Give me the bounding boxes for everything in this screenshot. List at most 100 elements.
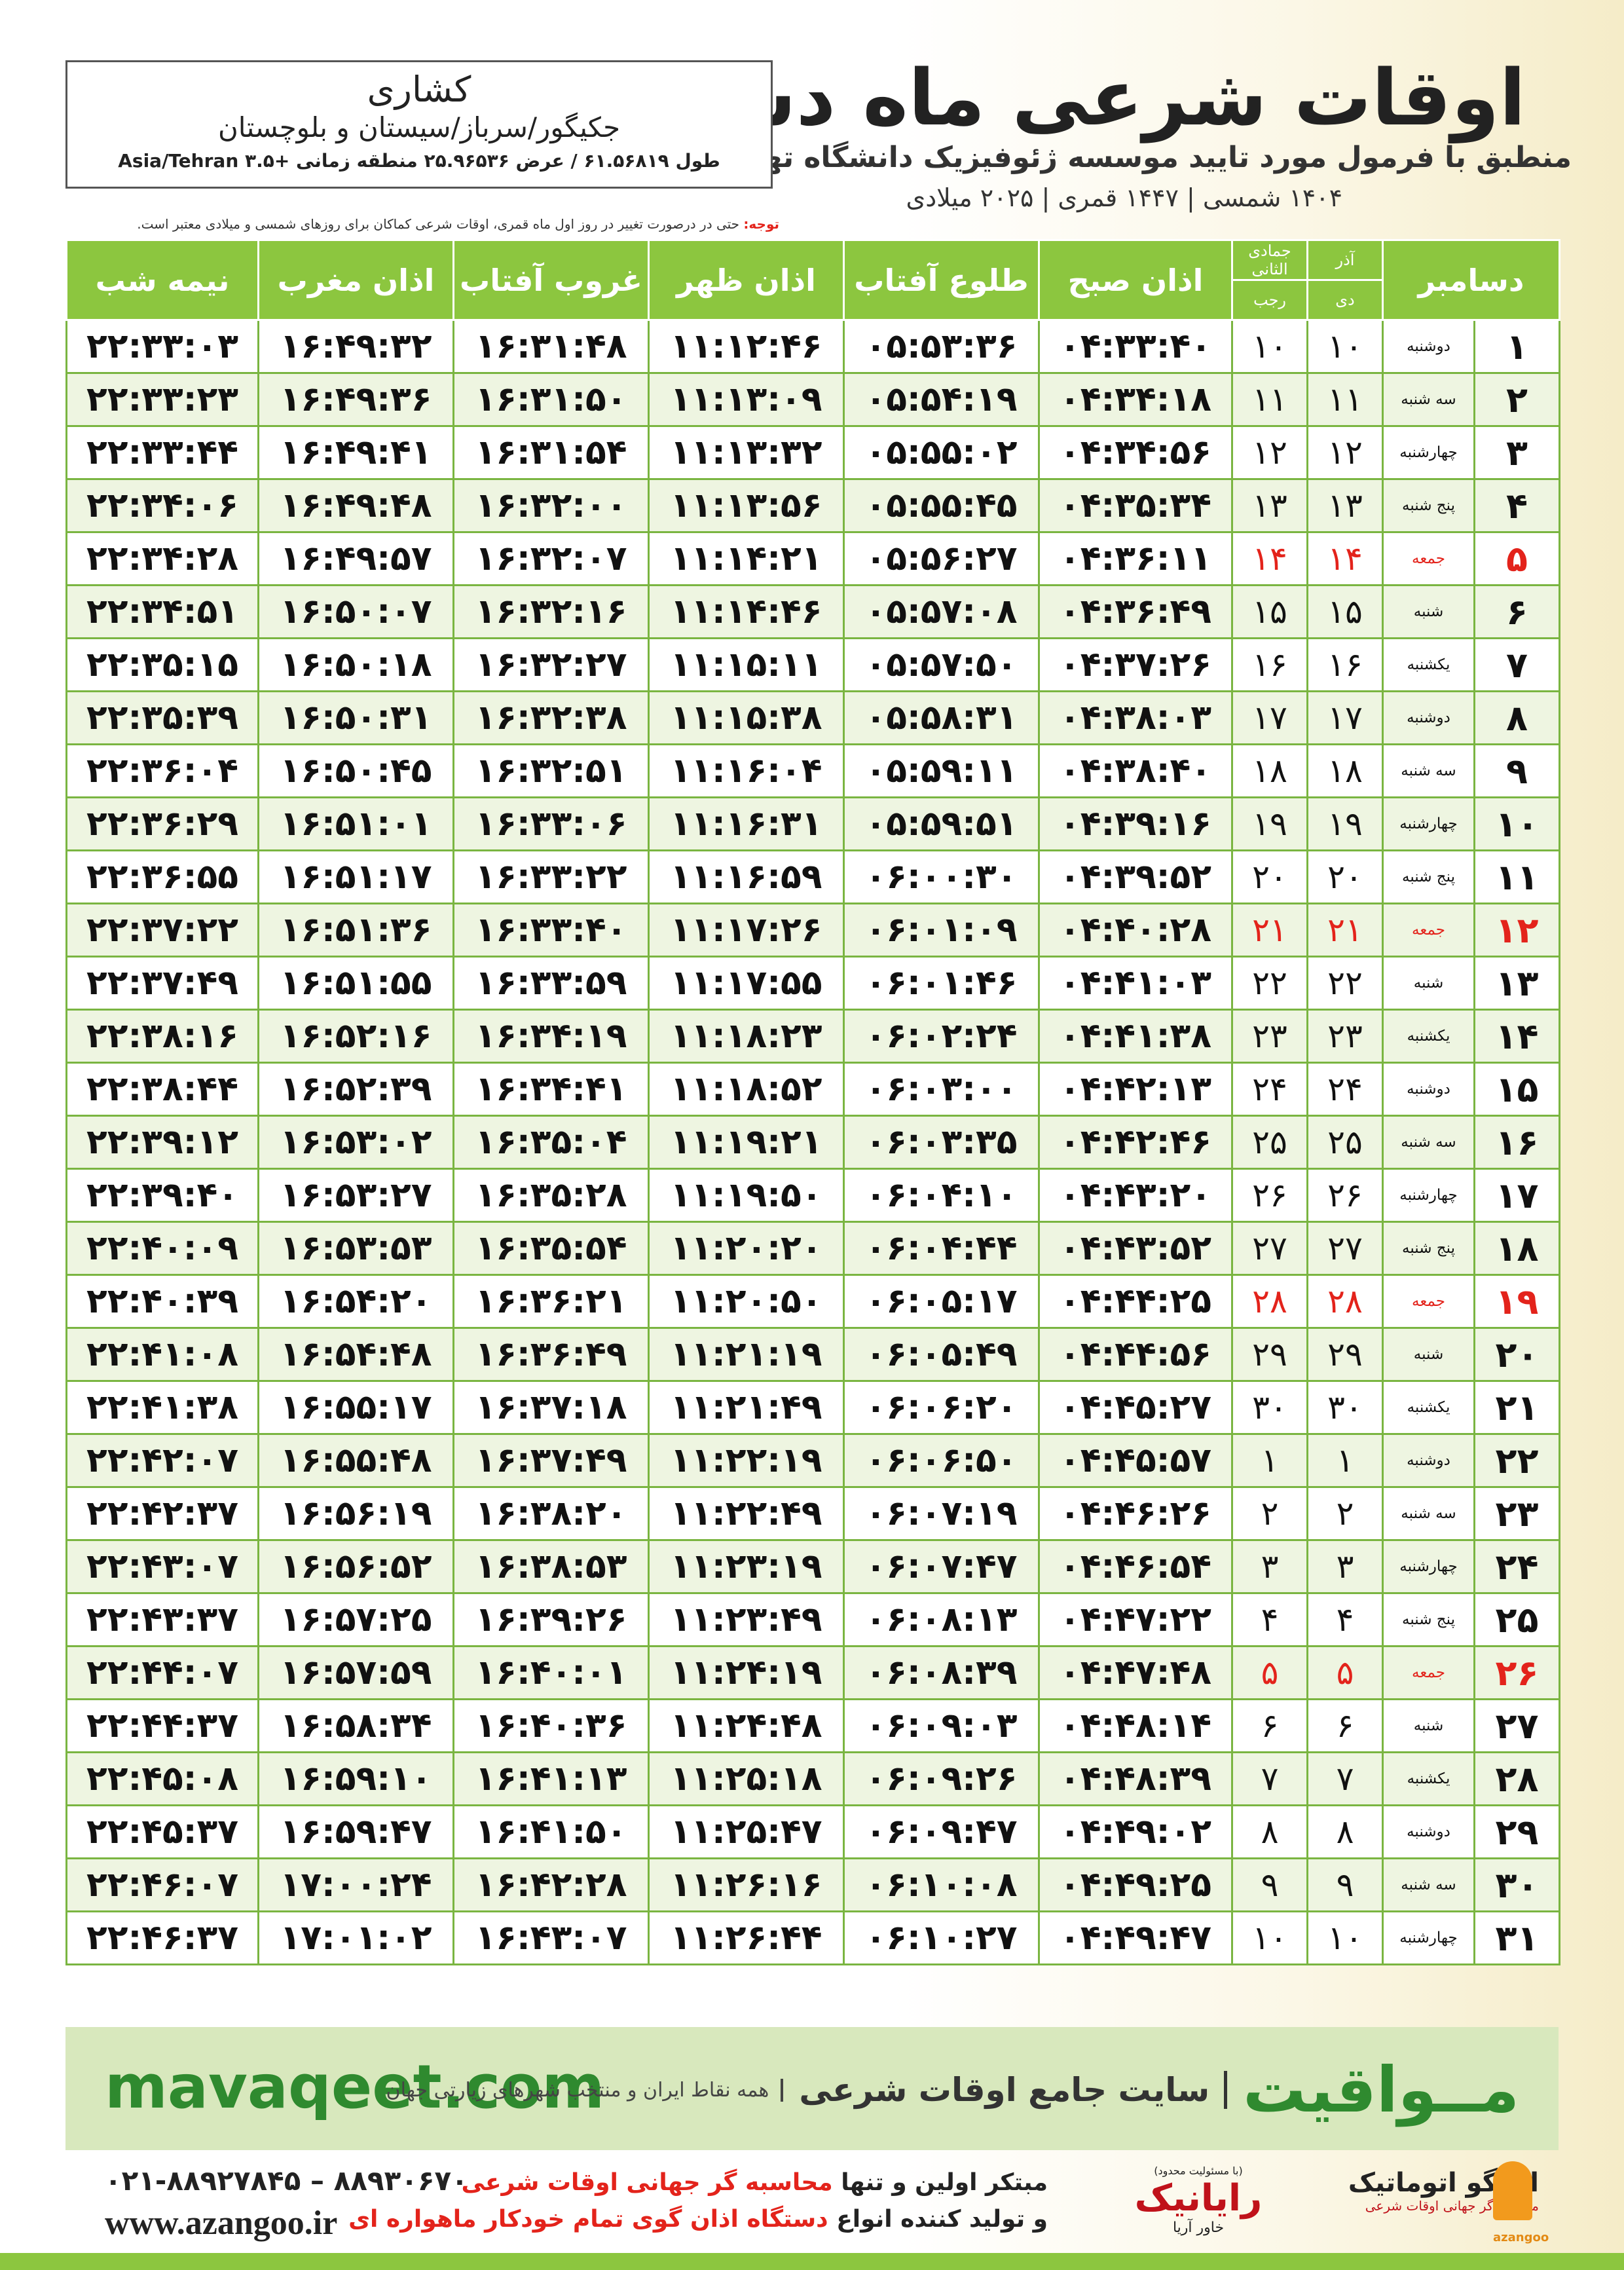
time-cell: ۰۴:۳۶:۴۹ [1038, 584, 1233, 639]
day-number: ۷ [1473, 637, 1560, 692]
weekday: شنبه [1382, 956, 1475, 1011]
shamsi-day: ۱۰ [1306, 319, 1384, 374]
day-number: ۶ [1473, 584, 1560, 639]
time-cell: ۱۱:۲۳:۱۹ [648, 1539, 845, 1594]
time-cell: ۰۵:۵۹:۱۱ [843, 743, 1040, 798]
qamari-day: ۲۸ [1231, 1274, 1308, 1329]
table-row: ۱۹ جمعه ۲۸ ۲۸ ۰۴:۴۴:۲۵ ۰۶:۰۵:۱۷ ۱۱:۲۰:۵۰ ۱۶:۳۶:… [65, 1274, 1560, 1329]
header-shamsi-top: آذر [1306, 239, 1384, 281]
day-number: ۳۱ [1473, 1910, 1560, 1965]
footer-line-text: و تولید کننده انواع [836, 2205, 1048, 2233]
qamari-day: ۳ [1231, 1539, 1308, 1594]
weekday: پنج شنبه [1382, 478, 1475, 533]
time-cell: ۱۱:۱۴:۴۶ [648, 584, 845, 639]
time-cell: ۱۱:۱۹:۲۱ [648, 1115, 845, 1170]
time-cell: ۱۶:۳۷:۴۹ [452, 1433, 650, 1488]
time-cell: ۱۱:۲۵:۴۷ [648, 1804, 845, 1859]
shamsi-day: ۲۳ [1306, 1009, 1384, 1064]
time-cell: ۰۴:۴۸:۱۴ [1038, 1698, 1233, 1753]
weekday: یکشنبه [1382, 1380, 1475, 1435]
time-cell: ۲۲:۳۵:۱۵ [65, 637, 259, 692]
location-region: جکیگور/سرباز/سیستان و بلوچستان [217, 111, 621, 143]
qamari-day: ۱۳ [1231, 478, 1308, 533]
header-qamari-top: جمادی الثانی [1231, 239, 1308, 281]
time-cell: ۱۶:۳۲:۰۰ [452, 478, 650, 533]
time-cell: ۱۶:۴۲:۲۸ [452, 1857, 650, 1912]
time-cell: ۰۴:۳۹:۱۶ [1038, 796, 1233, 851]
time-cell: ۰۶:۰۹:۴۷ [843, 1804, 1040, 1859]
table-row: ۱۱ پنج شنبه ۲۰ ۲۰ ۰۴:۳۹:۵۲ ۰۶:۰۰:۳۰ ۱۱:۱۶:۵۹ ۱۶… [65, 849, 1560, 904]
time-cell: ۰۶:۰۸:۱۳ [843, 1592, 1040, 1647]
footer-text: مبتکر اولین و تنها محاسبه گر جهانی اوقات… [348, 2165, 1048, 2238]
time-cell: ۱۶:۳۵:۵۴ [452, 1221, 650, 1276]
day-number: ۳ [1473, 425, 1560, 480]
shamsi-day: ۴ [1306, 1592, 1384, 1647]
bottom-stripe [0, 2253, 1624, 2270]
shamsi-day: ۲۲ [1306, 956, 1384, 1011]
time-cell: ۲۲:۳۵:۳۹ [65, 690, 259, 745]
time-cell: ۱۶:۵۷:۵۹ [257, 1645, 454, 1700]
shamsi-day: ۱ [1306, 1433, 1384, 1488]
day-number: ۱۱ [1473, 849, 1560, 904]
time-cell: ۲۲:۳۳:۴۴ [65, 425, 259, 480]
table-row: ۶ شنبه ۱۵ ۱۵ ۰۴:۳۶:۴۹ ۰۵:۵۷:۰۸ ۱۱:۱۴:۴۶ ۱۶:۳۲:۱… [65, 584, 1560, 639]
day-number: ۱۸ [1473, 1221, 1560, 1276]
time-cell: ۰۶:۰۵:۴۹ [843, 1327, 1040, 1382]
header-time: اذان صبح [1038, 239, 1233, 321]
time-cell: ۰۴:۳۴:۱۸ [1038, 372, 1233, 427]
location-name: کشاری [367, 69, 471, 110]
time-cell: ۲۲:۳۸:۴۴ [65, 1062, 259, 1117]
weekday: یکشنبه [1382, 1751, 1475, 1806]
time-cell: ۰۴:۴۹:۰۲ [1038, 1804, 1233, 1859]
time-cell: ۲۲:۴۵:۳۷ [65, 1804, 259, 1859]
weekday: سه شنبه [1382, 1857, 1475, 1912]
qamari-day: ۱۶ [1231, 637, 1308, 692]
time-cell: ۰۶:۰۸:۳۹ [843, 1645, 1040, 1700]
weekday: شنبه [1382, 1327, 1475, 1382]
time-cell: ۰۴:۴۵:۲۷ [1038, 1380, 1233, 1435]
time-cell: ۱۶:۵۱:۵۵ [257, 956, 454, 1011]
table-row: ۲۲ دوشنبه ۱ ۱ ۰۴:۴۵:۵۷ ۰۶:۰۶:۵۰ ۱۱:۲۲:۱۹ ۱۶:۳۷:… [65, 1433, 1560, 1488]
header-row: دسامبر آذر جمادی الثانی اذان صبح طلوع آف… [65, 239, 1560, 321]
time-cell: ۲۲:۳۶:۰۴ [65, 743, 259, 798]
shamsi-day: ۱۶ [1306, 637, 1384, 692]
time-cell: ۰۴:۳۷:۲۶ [1038, 637, 1233, 692]
time-cell: ۰۴:۳۹:۵۲ [1038, 849, 1233, 904]
time-cell: ۱۶:۵۳:۲۷ [257, 1168, 454, 1223]
day-number: ۱۹ [1473, 1274, 1560, 1329]
shamsi-day: ۱۰ [1306, 1910, 1384, 1965]
table-row: ۵ جمعه ۱۴ ۱۴ ۰۴:۳۶:۱۱ ۰۵:۵۶:۲۷ ۱۱:۱۴:۲۱ ۱۶:۳۲:۰… [65, 531, 1560, 586]
table-row: ۳ چهارشنبه ۱۲ ۱۲ ۰۴:۳۴:۵۶ ۰۵:۵۵:۰۲ ۱۱:۱۳:۳۲ ۱۶:… [65, 425, 1560, 480]
time-cell: ۱۶:۳۶:۲۱ [452, 1274, 650, 1329]
time-cell: ۱۶:۵۰:۱۸ [257, 637, 454, 692]
time-cell: ۲۲:۳۷:۲۲ [65, 902, 259, 958]
time-cell: ۰۴:۳۸:۰۳ [1038, 690, 1233, 745]
qamari-day: ۲۲ [1231, 956, 1308, 1011]
time-cell: ۱۱:۲۶:۱۶ [648, 1857, 845, 1912]
time-cell: ۱۶:۵۰:۰۷ [257, 584, 454, 639]
shamsi-day: ۱۱ [1306, 372, 1384, 427]
day-number: ۲۶ [1473, 1645, 1560, 1700]
note: توجه: حتی در درصورت تغییر در روز اول ماه… [65, 216, 779, 232]
shamsi-day: ۲ [1306, 1486, 1384, 1541]
weekday: چهارشنبه [1382, 1910, 1475, 1965]
weekday: شنبه [1382, 1698, 1475, 1753]
time-cell: ۱۱:۱۲:۴۶ [648, 319, 845, 374]
time-cell: ۱۱:۲۴:۱۹ [648, 1645, 845, 1700]
time-cell: ۱۱:۲۱:۴۹ [648, 1380, 845, 1435]
qamari-day: ۱ [1231, 1433, 1308, 1488]
time-cell: ۰۶:۱۰:۲۷ [843, 1910, 1040, 1965]
banner-text: مــواقیت سایت جامع اوقات شرعی همه نقاط ا… [386, 2053, 1519, 2127]
weekday: چهارشنبه [1382, 1168, 1475, 1223]
table-row: ۱۰ چهارشنبه ۱۹ ۱۹ ۰۴:۳۹:۱۶ ۰۵:۵۹:۵۱ ۱۱:۱۶:۳۱ ۱۶… [65, 796, 1560, 851]
table-row: ۳۰ سه شنبه ۹ ۹ ۰۴:۴۹:۲۵ ۰۶:۱۰:۰۸ ۱۱:۲۶:۱۶ ۱۶:۴۲… [65, 1857, 1560, 1912]
shamsi-day: ۲۸ [1306, 1274, 1384, 1329]
note-text: حتی در درصورت تغییر در روز اول ماه قمری،… [137, 216, 740, 232]
subtitle: منطبق با فرمول مورد تایید موسسه ژئوفیزیک… [711, 141, 1572, 174]
table-row: ۱ دوشنبه ۱۰ ۱۰ ۰۴:۳۳:۴۰ ۰۵:۵۳:۳۶ ۱۱:۱۲:۴۶ ۱۶:۳۱… [65, 319, 1560, 374]
qamari-day: ۱۰ [1231, 1910, 1308, 1965]
time-cell: ۱۶:۳۴:۱۹ [452, 1009, 650, 1064]
weekday: شنبه [1382, 584, 1475, 639]
logo-note: (با مسئولیت محدود) [1154, 2165, 1243, 2177]
time-cell: ۱۷:۰۱:۰۲ [257, 1910, 454, 1965]
